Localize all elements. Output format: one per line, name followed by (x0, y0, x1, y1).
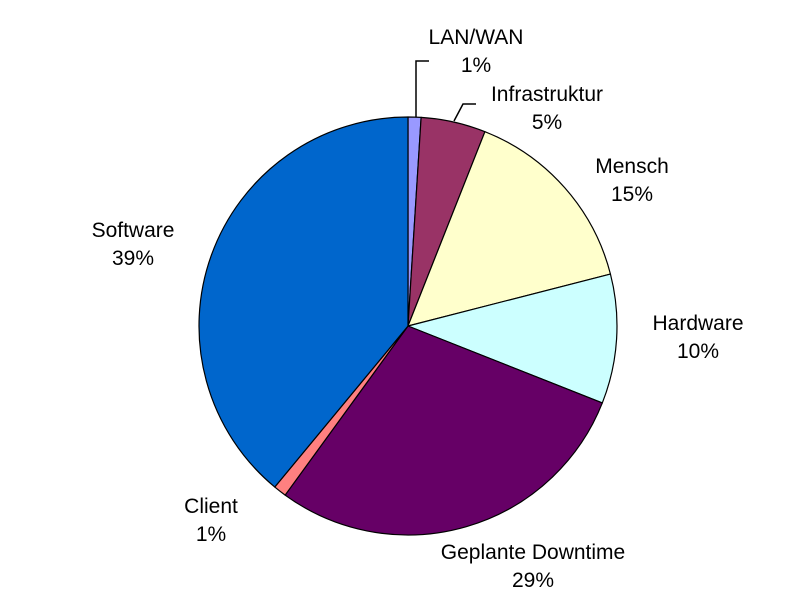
pie-slice-hardware (407, 273, 618, 404)
slice-percent: 39% (111, 247, 155, 270)
leader-line-infrastruktur (453, 103, 476, 122)
pie-slice-geplante-downtime (284, 325, 603, 536)
slice-name: Hardware (652, 312, 744, 335)
slice-name: Software (91, 219, 175, 242)
slice-label-hardware: Hardware 10% (652, 310, 743, 366)
slice-percent: 5% (531, 111, 563, 134)
slice-label-geplante-downtime: Geplante Downtime 29% (441, 539, 625, 595)
slice-label-lan-wan: LAN/WAN 1% (429, 24, 524, 80)
slice-label-client: Client 1% (184, 493, 238, 549)
slice-name: LAN/WAN (428, 26, 524, 49)
slice-label-mensch: Mensch 15% (595, 153, 669, 209)
slice-name: Mensch (595, 155, 669, 178)
pie-slices (198, 116, 618, 536)
slice-percent: 29% (511, 569, 555, 592)
slice-name: Client (184, 495, 238, 518)
leader-lines (415, 60, 476, 122)
leader-line-lan-wan (415, 60, 429, 117)
pie-slice-software (198, 116, 409, 488)
slice-name: Infrastruktur (490, 83, 604, 106)
slice-label-infrastruktur: Infrastruktur 5% (491, 81, 603, 137)
slice-label-software: Software 39% (92, 217, 175, 273)
slice-percent: 1% (195, 523, 227, 546)
slice-percent: 15% (610, 183, 654, 206)
slice-percent: 10% (676, 340, 720, 363)
slice-name: Geplante Downtime (440, 541, 626, 564)
slice-percent: 1% (460, 54, 492, 77)
pie-slice-mensch (407, 131, 612, 327)
